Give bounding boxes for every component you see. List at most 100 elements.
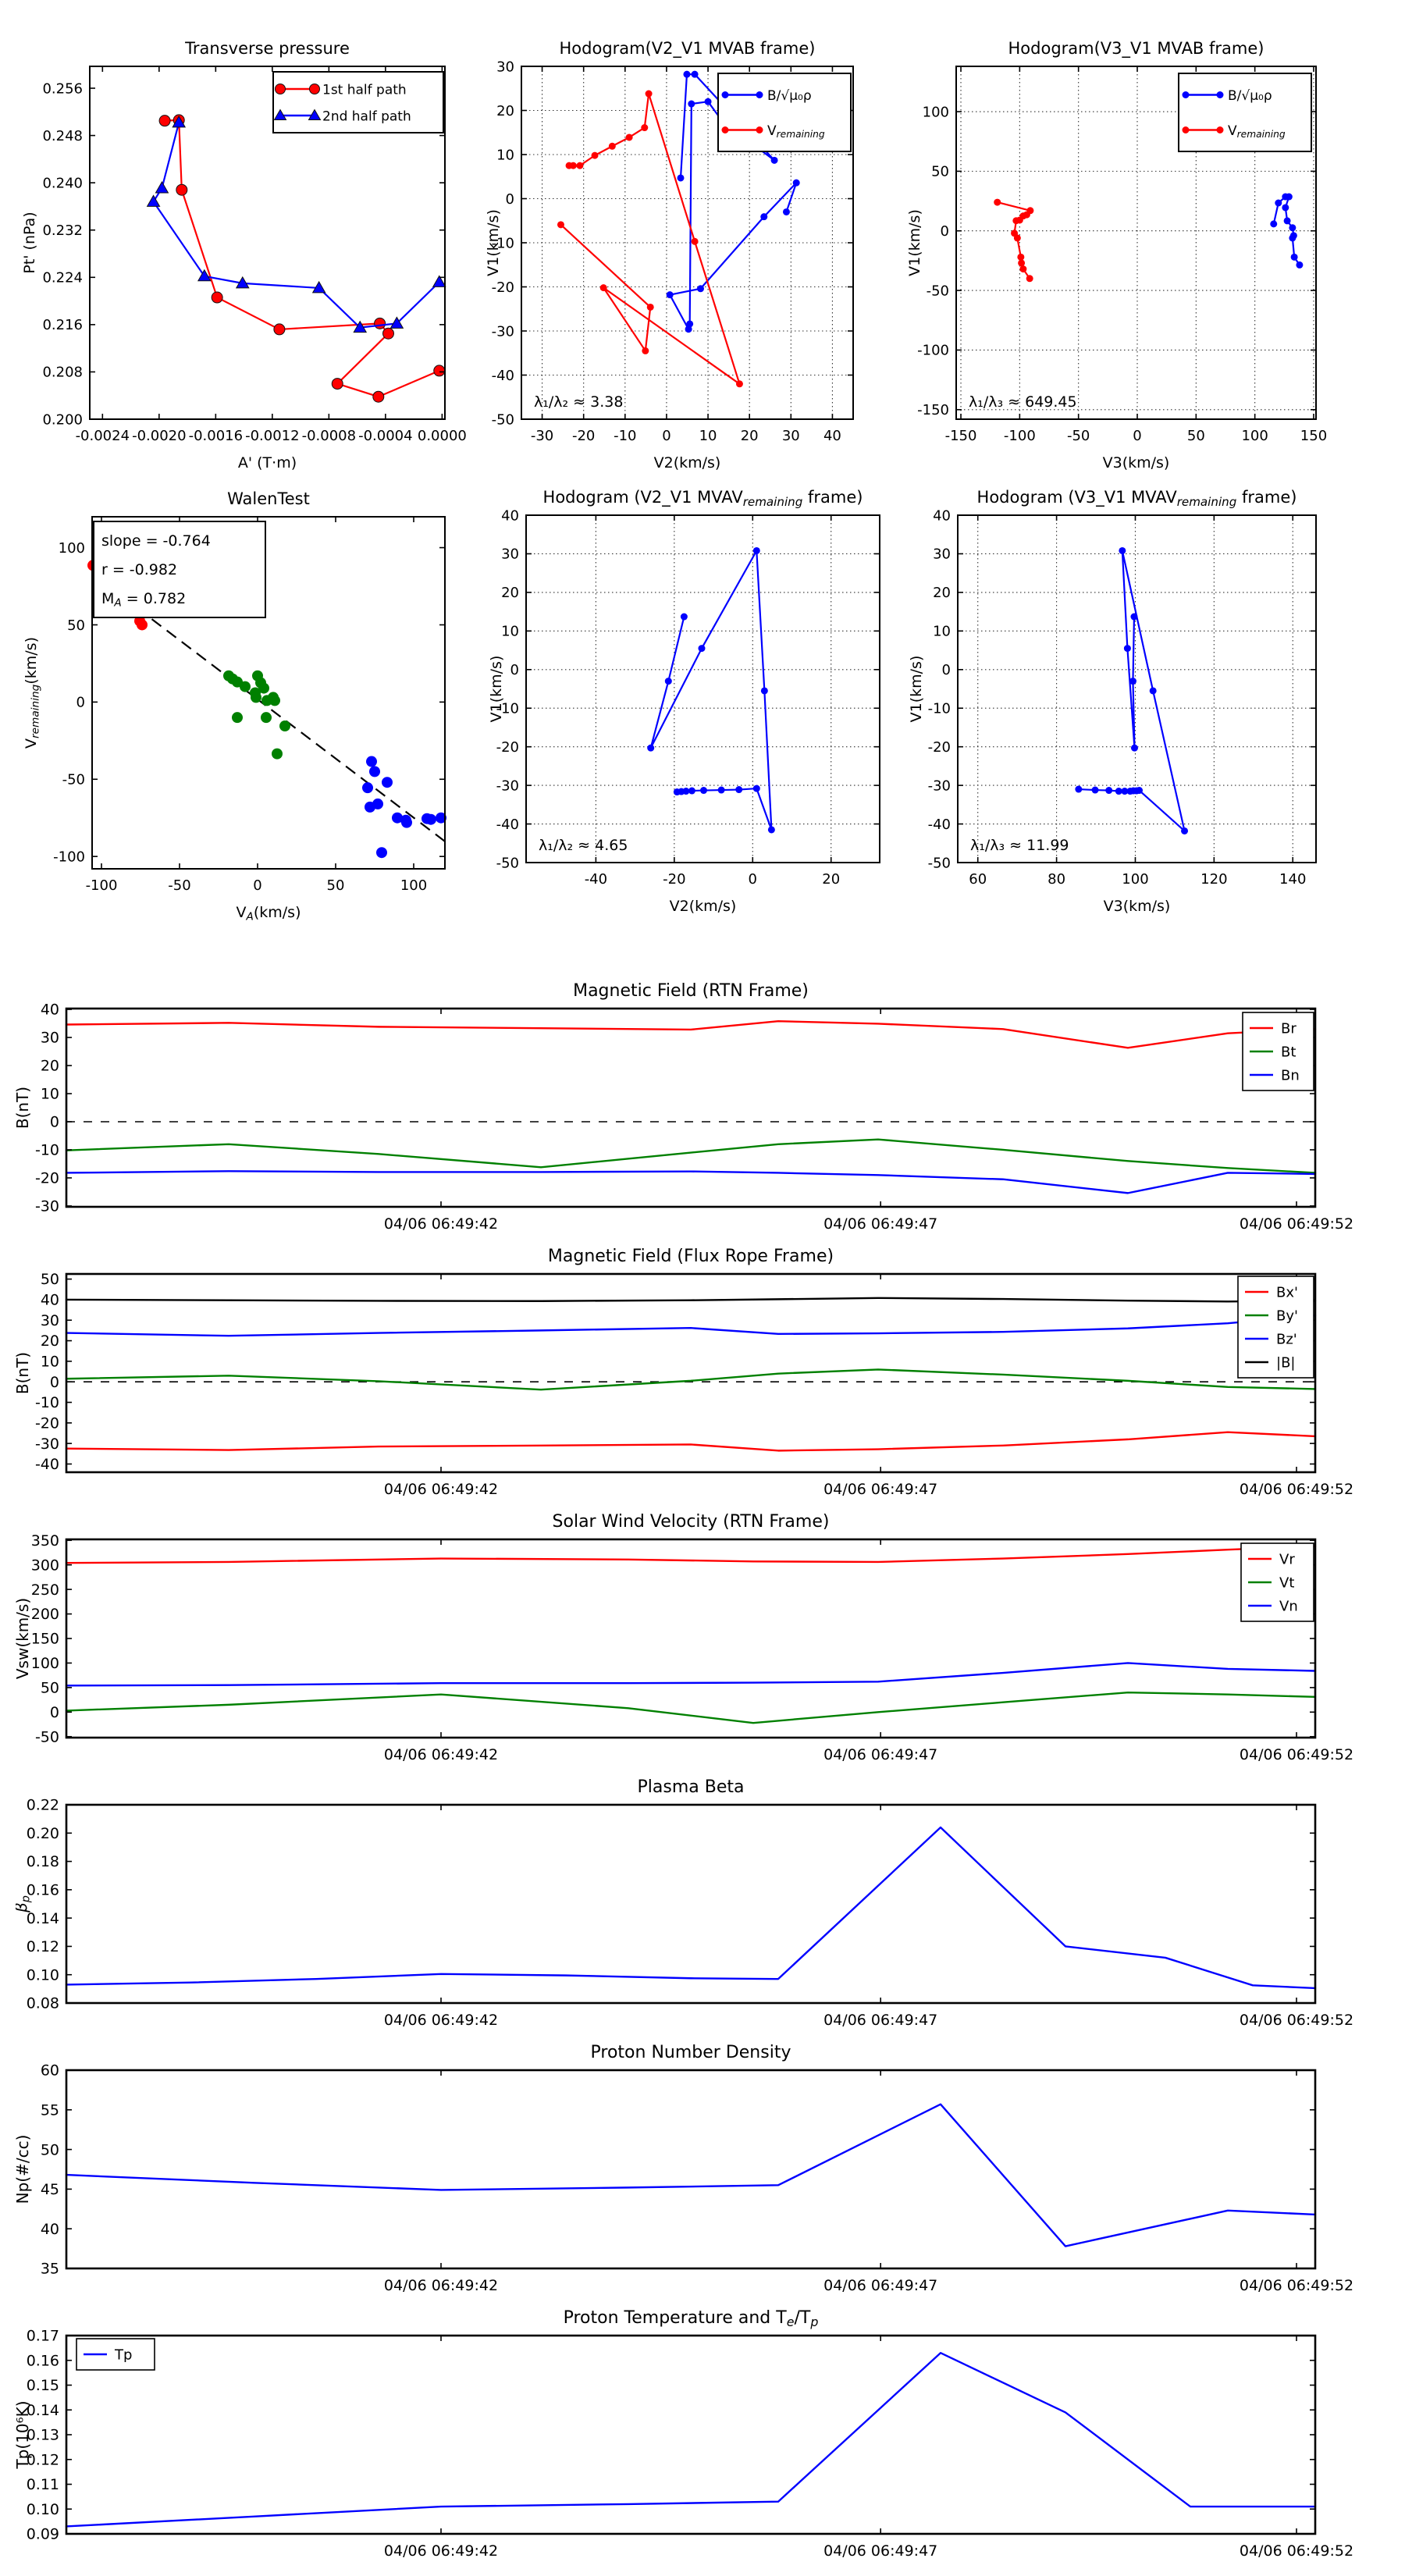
y-tick-label: 50 [41, 1680, 59, 1697]
point-marker [211, 291, 223, 304]
series-line [65, 1691, 1317, 1724]
x-tick-label: 50 [1187, 428, 1205, 444]
point-marker [1216, 126, 1224, 133]
x-tick-label: 0 [1133, 428, 1141, 444]
point-marker [688, 100, 695, 108]
legend-label: Bt [1281, 1044, 1296, 1061]
y-tick-label: 0.11 [27, 2476, 59, 2493]
point-marker [1289, 234, 1297, 242]
point-marker [576, 162, 584, 169]
point-marker [792, 179, 800, 187]
y-tick-label: 40 [41, 1292, 59, 1309]
x-axis-label: VA(km/s) [237, 904, 301, 923]
y-tick-label: -50 [35, 1728, 59, 1745]
x-tick-label: 120 [1200, 871, 1227, 888]
chart-title: Solar Wind Velocity (RTN Frame) [553, 1512, 830, 1532]
y-axis-label: V1(km/s) [906, 209, 923, 276]
y-tick-label: 0.17 [27, 2328, 59, 2345]
lambda-annotation: λ₁/λ₃ ≈ 11.99 [970, 837, 1069, 854]
series-line [65, 1314, 1317, 1337]
point-marker [688, 787, 695, 795]
point-marker [261, 712, 272, 724]
y-tick-label: 10 [496, 147, 514, 163]
x-tick-label: 30 [782, 428, 800, 444]
x-tick-label: 0 [253, 877, 261, 894]
x-tick-label: -40 [585, 871, 607, 888]
y-tick-label: -10 [928, 701, 951, 717]
y-tick-label: 30 [933, 546, 951, 563]
point-marker [760, 687, 768, 695]
x-tick-label: -150 [945, 428, 977, 444]
point-marker [641, 124, 649, 132]
y-axis-label: Tp(10⁶K) [16, 2400, 32, 2469]
y-tick-label: 40 [933, 507, 951, 524]
y-tick-label: 0.20 [27, 1825, 59, 1842]
x-tick-label: 20 [822, 871, 840, 888]
axes-frame [65, 1272, 1317, 1474]
legend-box [272, 71, 444, 133]
x-tick-label: 150 [1300, 428, 1327, 444]
point-marker [557, 221, 564, 229]
y-tick-label: 0.16 [27, 1882, 59, 1899]
y-tick-label: 0.12 [27, 2451, 59, 2468]
point-marker [1296, 261, 1304, 269]
y-tick-label: 30 [41, 1312, 59, 1329]
legend-label: Vremaining [767, 123, 825, 140]
point-marker [721, 126, 729, 133]
x-tick-label: -0.0004 [358, 428, 412, 444]
point-marker [686, 320, 694, 328]
point-marker [677, 174, 685, 182]
series-line [65, 1431, 1317, 1452]
legend-box [1237, 1276, 1314, 1379]
point-marker [1130, 613, 1138, 621]
stats-line: MA = 0.782 [101, 590, 186, 609]
point-marker [1012, 217, 1020, 225]
x-tick-label: 60 [969, 871, 987, 888]
y-tick-label: 0 [942, 662, 951, 678]
series-line [65, 1170, 1317, 1194]
point-marker [392, 812, 403, 824]
y-tick-label: 0 [941, 223, 949, 240]
y-tick-label: 150 [31, 1631, 59, 1648]
point-marker [698, 645, 706, 653]
x-tick-label: 04/06 06:49:47 [823, 1481, 937, 1498]
legend-label: B/√μ₀ρ [767, 88, 812, 104]
point-marker [309, 84, 320, 94]
point-marker [1026, 275, 1033, 283]
point-marker [770, 156, 778, 164]
point-marker [362, 782, 373, 794]
point-marker [1091, 786, 1099, 794]
x-tick-label: -0.0012 [245, 428, 299, 444]
point-marker [269, 695, 280, 706]
y-tick-label: -50 [492, 411, 514, 428]
y-tick-label: 20 [41, 1332, 59, 1350]
x-tick-label: -100 [1004, 428, 1036, 444]
point-marker [1019, 265, 1027, 273]
y-tick-label: 300 [31, 1557, 59, 1574]
y-tick-label: -50 [496, 855, 519, 871]
y-tick-label: -10 [35, 1142, 59, 1159]
series-line [65, 1019, 1317, 1049]
chart-hodogram-v2v1-mvav: -40 -20 0 20 -50 -40 -30 -20 -10 0 10 20 30 40 Hodogra… [488, 488, 880, 915]
series-line [65, 2103, 1317, 2247]
y-tick-label: -30 [492, 323, 514, 340]
axes-frame [65, 2334, 1317, 2535]
x-tick-label: -50 [168, 877, 190, 894]
point-marker [569, 162, 577, 169]
series-line [65, 1368, 1317, 1391]
chart-transverse-pressure: -0.0024 -0.0020 -0.0016 -0.0012 -0.0008 -0.00… [21, 39, 467, 471]
y-tick-label: 50 [41, 2141, 59, 2158]
lambda-annotation: λ₁/λ₂ ≈ 3.38 [534, 393, 623, 411]
point-marker [382, 327, 394, 340]
y-tick-label: -50 [928, 855, 951, 871]
y-tick-label: 0 [76, 695, 85, 711]
point-marker [197, 269, 212, 282]
y-tick-label: 10 [41, 1086, 59, 1103]
y-tick-label: -20 [35, 1170, 59, 1187]
y-tick-label: 0.248 [42, 128, 83, 144]
y-tick-label: 100 [923, 104, 949, 120]
axes-frame [955, 66, 1317, 420]
point-marker [1075, 785, 1083, 793]
axes-frame [65, 1538, 1317, 1739]
